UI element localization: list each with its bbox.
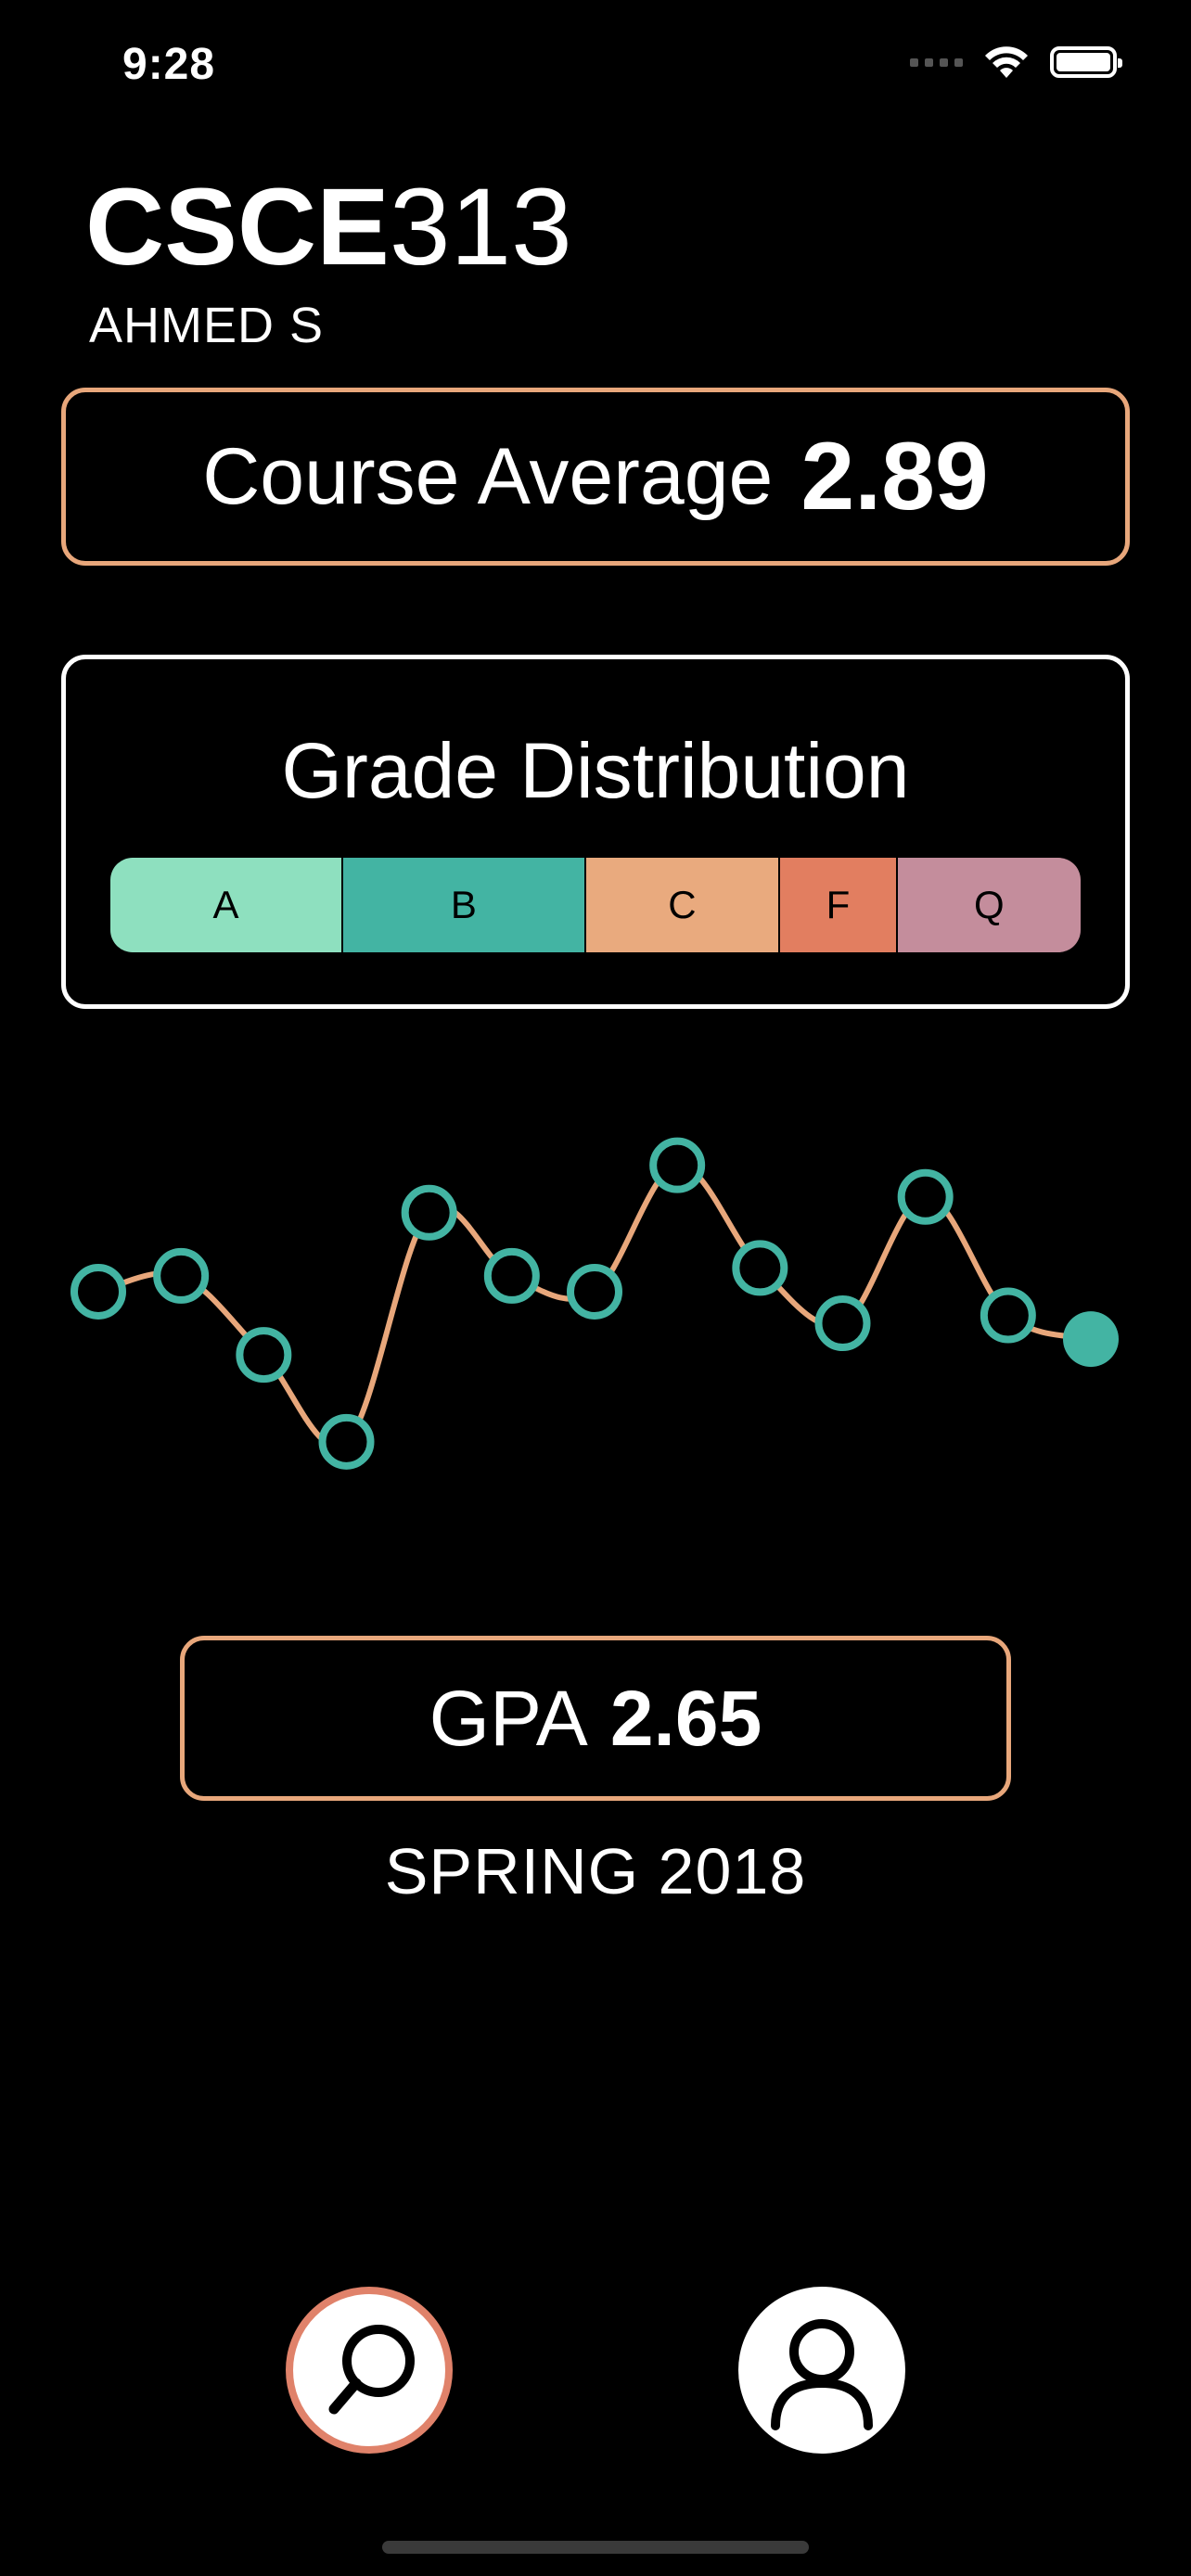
trend-point[interactable] <box>814 1295 871 1352</box>
gpa-value: 2.65 <box>609 1674 762 1762</box>
search-button[interactable] <box>286 2287 453 2454</box>
instructor-name: AHMED S <box>89 298 325 353</box>
home-indicator <box>382 2541 809 2554</box>
course-average-label: Course Average <box>202 431 774 521</box>
status-icons <box>910 45 1122 80</box>
gpa-card: GPA 2.65 <box>180 1636 1011 1801</box>
trend-point[interactable] <box>897 1168 954 1225</box>
trend-point-current[interactable] <box>1063 1311 1119 1368</box>
grade-segment-a: A <box>110 858 342 952</box>
course-average-card: Course Average 2.89 <box>61 388 1130 566</box>
trend-point[interactable] <box>483 1247 540 1304</box>
trend-point[interactable] <box>236 1327 292 1384</box>
trend-point[interactable] <box>567 1263 622 1320</box>
grade-distribution-title: Grade Distribution <box>281 727 910 814</box>
grade-segment-f: F <box>778 858 896 952</box>
trend-point[interactable] <box>401 1184 457 1241</box>
gpa-trend-chart <box>70 1137 1119 1470</box>
trend-point[interactable] <box>153 1247 210 1304</box>
trend-point[interactable] <box>318 1413 375 1470</box>
profile-button[interactable] <box>738 2287 905 2454</box>
course-code: CSCE <box>85 166 390 288</box>
wifi-icon <box>985 46 1028 78</box>
gpa-label: GPA <box>429 1674 588 1762</box>
profile-icon <box>771 2319 873 2430</box>
search-icon <box>328 2325 415 2415</box>
trend-point[interactable] <box>732 1240 788 1296</box>
trend-point[interactable] <box>70 1263 126 1320</box>
battery-icon <box>1050 46 1122 78</box>
status-time: 9:28 <box>122 40 216 89</box>
trend-point[interactable] <box>980 1287 1036 1344</box>
course-average-value: 2.89 <box>800 422 989 530</box>
signal-icon <box>910 57 963 67</box>
grade-segment-b: B <box>341 858 584 952</box>
trend-point[interactable] <box>649 1137 706 1193</box>
semester-label: SPRING 2018 <box>384 1835 807 1907</box>
course-title: CSCE313 <box>85 167 572 287</box>
grade-segment-q: Q <box>895 858 1081 952</box>
grade-segment-c: C <box>583 858 779 952</box>
course-number: 313 <box>389 166 572 288</box>
